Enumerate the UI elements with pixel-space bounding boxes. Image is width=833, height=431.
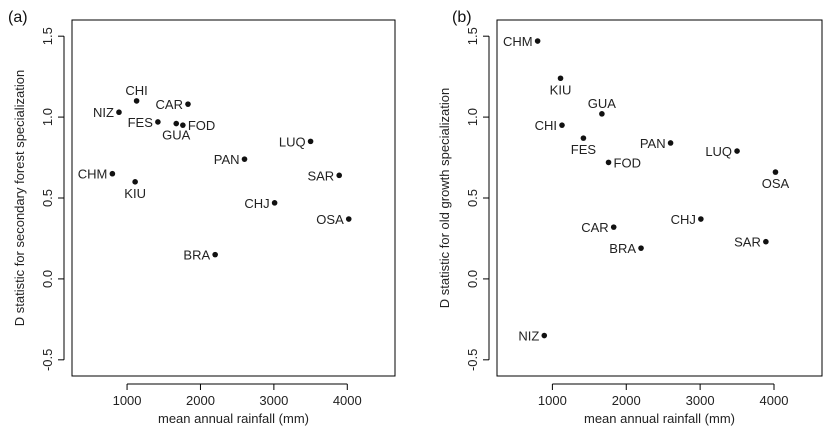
point-label-fod: FOD (188, 118, 215, 133)
data-point-chi (559, 122, 565, 128)
point-label-luq: LUQ (279, 134, 306, 149)
point-label-bra: BRA (183, 248, 210, 263)
data-point-pan (242, 156, 248, 162)
y-tick-label: 1.5 (40, 27, 55, 45)
point-label-osa: OSA (316, 212, 344, 227)
point-label-chj: CHJ (244, 196, 269, 211)
point-label-sar: SAR (734, 235, 761, 250)
panel-label: (a) (8, 9, 28, 26)
data-point-sar (763, 239, 769, 245)
y-tick-label: -0.5 (40, 349, 55, 371)
point-label-chm: CHM (78, 167, 108, 182)
point-label-fod: FOD (614, 155, 641, 170)
point-label-sar: SAR (307, 168, 334, 183)
point-label-chj: CHJ (671, 212, 696, 227)
point-label-bra: BRA (609, 241, 636, 256)
y-axis-title: D statistic for old growth specializatio… (437, 88, 452, 308)
point-label-car: CAR (156, 97, 183, 112)
data-point-osa (346, 216, 352, 222)
data-point-fes (581, 135, 587, 141)
data-point-niz (116, 109, 122, 115)
x-tick-label: 4000 (333, 393, 362, 408)
y-axis-title: D statistic for secondary forest special… (12, 70, 27, 327)
point-label-pan: PAN (214, 152, 240, 167)
x-tick-label: 1000 (538, 393, 567, 408)
data-point-kiu (558, 75, 564, 81)
x-tick-label: 3000 (686, 393, 715, 408)
data-point-luq (308, 139, 314, 145)
data-point-osa (773, 169, 779, 175)
data-point-bra (638, 245, 644, 251)
panel-a: (a) 1000 2000 3000 4000 -0.5 0.0 0.5 1.0 1.5 mean … (8, 9, 395, 426)
data-point-fod (180, 122, 186, 128)
point-label-osa: OSA (762, 176, 790, 191)
x-tick-label: 2000 (612, 393, 641, 408)
data-point-car (185, 101, 191, 107)
point-label-chm: CHM (503, 34, 533, 49)
point-label-niz: NIZ (93, 105, 114, 120)
data-point-fes (155, 119, 161, 125)
x-axis-title: mean annual rainfall (mm) (584, 411, 735, 426)
data-point-chm (110, 171, 116, 177)
x-tick-label: 1000 (113, 393, 142, 408)
x-tick-label: 3000 (259, 393, 288, 408)
data-point-car (611, 224, 617, 230)
x-tick-label: 4000 (760, 393, 789, 408)
data-point-luq (734, 148, 740, 154)
plot-frame (72, 20, 395, 376)
data-point-chm (535, 38, 541, 44)
data-point-chj (272, 200, 278, 206)
point-label-chi: CHI (535, 118, 557, 133)
x-tick-label: 2000 (186, 393, 215, 408)
y-tick-label: 0.0 (465, 270, 480, 288)
data-point-gua (173, 121, 179, 127)
data-point-fod (606, 160, 612, 166)
data-point-sar (336, 173, 342, 179)
data-point-gua (599, 111, 605, 117)
point-label-pan: PAN (640, 136, 666, 151)
x-axis-title: mean annual rainfall (mm) (158, 411, 309, 426)
point-label-chi: CHI (125, 83, 147, 98)
data-point-kiu (132, 179, 138, 185)
point-label-kiu: KIU (550, 82, 572, 97)
plot-frame (497, 20, 822, 376)
y-tick-label: 0.5 (40, 189, 55, 207)
y-tick-label: 0.5 (465, 189, 480, 207)
point-label-fes: FES (571, 142, 597, 157)
panel-label: (b) (452, 9, 472, 26)
point-label-gua: GUA (588, 96, 617, 111)
data-point-pan (668, 140, 674, 146)
data-point-niz (541, 333, 547, 339)
y-tick-label: 1.0 (40, 108, 55, 126)
point-label-kiu: KIU (124, 186, 146, 201)
data-point-chi (134, 98, 140, 104)
y-tick-label: 1.0 (465, 108, 480, 126)
point-label-fes: FES (128, 115, 154, 130)
data-point-chj (698, 216, 704, 222)
point-label-luq: LUQ (705, 144, 732, 159)
y-tick-label: -0.5 (465, 349, 480, 371)
point-label-niz: NIZ (518, 329, 539, 344)
data-point-bra (212, 252, 218, 258)
y-tick-label: 0.0 (40, 270, 55, 288)
y-tick-label: 1.5 (465, 27, 480, 45)
point-label-car: CAR (581, 220, 608, 235)
point-label-gua: GUA (162, 128, 191, 143)
panel-b: (b) 1000 2000 3000 4000 -0.5 0.0 0.5 1.0 1.5 mean … (437, 9, 822, 426)
